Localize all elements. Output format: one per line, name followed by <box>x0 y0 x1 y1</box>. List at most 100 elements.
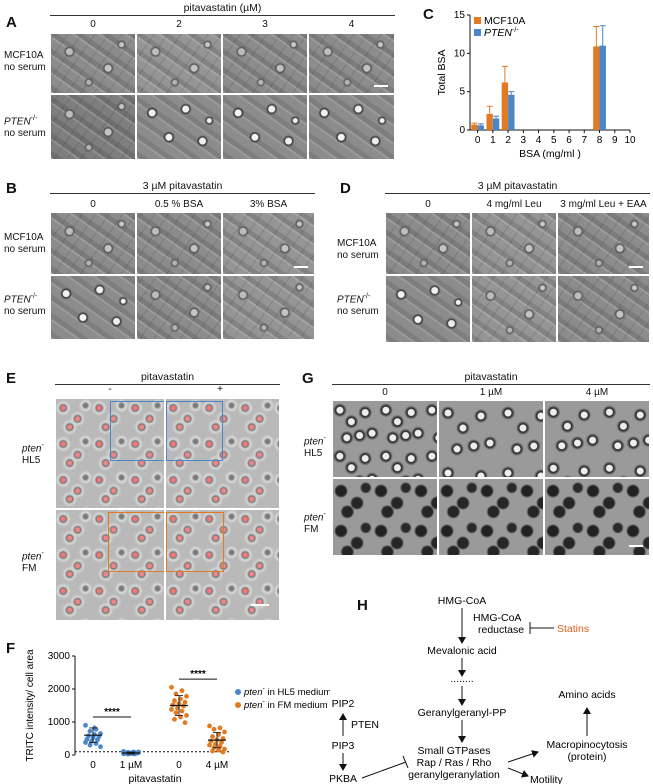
f-data-point <box>184 693 189 699</box>
scale-bar <box>629 545 643 547</box>
c-y-tick-label: 10 <box>454 48 466 59</box>
f-data-point <box>83 722 88 728</box>
panel-a-row2-label: PTEN-/- no serum <box>4 113 46 140</box>
panel-g-row1-sup: - <box>323 435 326 442</box>
f-legend-label: pten- in HL5 medium <box>243 686 330 698</box>
f-data-point <box>210 748 215 754</box>
c-x-tick-label: 4 <box>536 135 542 146</box>
panel-b-row2-gene: PTEN <box>4 294 31 306</box>
c-y-tick-label: 15 <box>454 10 466 21</box>
panel-b-label: B <box>6 180 17 197</box>
node-statins: Statins <box>557 623 589 635</box>
c-legend-label-pten: PTEN-/- <box>484 27 519 39</box>
f-data-point <box>179 688 185 694</box>
node-pip2: PIP2 <box>332 698 355 710</box>
scale-bar <box>251 604 269 606</box>
f-legend-gene: pten <box>243 700 263 711</box>
f-data-point <box>210 734 215 739</box>
c-legend-swatch-pten <box>474 29 481 36</box>
panel-e-inset-orange-2 <box>166 512 224 572</box>
panel-d-image-r2c1 <box>385 275 471 343</box>
f-legend-gene: pten <box>243 687 263 698</box>
panel-e-row1-label: pten- HL5 <box>22 440 44 467</box>
f-data-point <box>172 716 177 722</box>
panel-e-row1-sup: - <box>41 442 44 449</box>
f-legend-dot <box>235 702 241 708</box>
panel-a-row2-gene: PTEN <box>4 116 31 128</box>
panel-d-rule <box>385 193 650 194</box>
panel-g-rule <box>332 384 650 385</box>
f-data-point <box>169 707 174 712</box>
panel-a-col-0: 0 <box>90 19 96 30</box>
f-legend-sup: - <box>263 686 266 693</box>
panel-d-col-2: 3 mg/ml Leu + EAA <box>560 199 647 210</box>
inhibit-pkba-gtpases-bar <box>402 755 409 769</box>
panel-e-col-minus: - <box>108 384 112 395</box>
f-data-point <box>219 740 224 745</box>
scale-bar <box>294 266 308 268</box>
f-legend-sup: - <box>263 699 266 706</box>
c-legend-swatch-mcf10a <box>474 17 481 24</box>
f-legend-dot <box>235 689 241 695</box>
panel-b-col-0: 0 <box>90 199 96 210</box>
panel-a-col-3: 4 <box>348 19 355 30</box>
panel-b-rule <box>50 193 315 194</box>
f-data-point <box>173 710 179 716</box>
panel-e-row2-line2: FM <box>22 563 37 575</box>
scale-bar <box>629 266 643 268</box>
f-legend-rest: in FM medium <box>265 700 328 711</box>
f-data-point <box>178 714 183 720</box>
f-data-point <box>216 747 221 753</box>
panel-d-label: D <box>340 180 351 197</box>
c-legend-sup: -/- <box>512 27 519 34</box>
c-x-tick-label: 2 <box>505 135 511 146</box>
panel-e-inset-blue <box>110 401 164 461</box>
panel-e-row2-label: pten- FM <box>22 548 44 575</box>
panel-d-image-r1c1 <box>385 212 471 275</box>
c-x-tick-label: 9 <box>612 135 618 146</box>
f-data-point <box>211 726 217 732</box>
f-data-point <box>222 729 227 735</box>
panel-e-col-plus: + <box>217 384 223 395</box>
f-y-tick-label: 1000 <box>48 717 71 728</box>
node-pten: PTEN <box>351 719 379 731</box>
c-bar <box>593 46 600 130</box>
node-mevalonic-acid: Mevalonic acid <box>427 645 497 657</box>
arrow-gtpases-to-motility <box>507 767 529 778</box>
c-x-tick-label: 0 <box>475 135 481 146</box>
panel-e-image-r2c1 <box>55 509 165 621</box>
c-x-tick-label: 7 <box>582 135 588 146</box>
panel-g-row2-gene: pten <box>304 512 324 524</box>
panel-b-image-r1c1 <box>50 212 136 275</box>
inhibit-pkba-gtpases <box>361 761 407 779</box>
panel-a-row1-label: MCF10A no serum <box>4 50 46 74</box>
panel-b-row1-line1: MCF10A <box>4 232 44 243</box>
f-data-point <box>87 742 93 748</box>
panel-a-row1-line1: MCF10A <box>4 50 44 61</box>
f-data-point <box>207 723 212 729</box>
panel-e-row2-gene: pten <box>22 551 42 563</box>
panel-e-inset-orange <box>108 512 164 572</box>
f-data-point <box>173 691 179 697</box>
panel-b-row1-label: MCF10A no serum <box>4 232 46 256</box>
panel-d-image-r1c2 <box>471 212 557 275</box>
node-reductase-1: HMG-CoA <box>473 612 521 624</box>
node-hmg-coa: HMG-CoA <box>438 595 486 607</box>
c-bar <box>486 113 493 130</box>
panel-b-row2-line2: no serum <box>4 306 46 318</box>
panel-g-row2-label: pten- FM <box>304 509 326 536</box>
panel-g-title: pitavastatin <box>464 371 518 383</box>
panel-b-col-1: 0.5 % BSA <box>154 199 204 210</box>
panel-b-image-r2c3 <box>222 275 315 340</box>
f-data-point <box>217 725 223 731</box>
c-x-tick-label: 8 <box>597 135 603 146</box>
panel-g-col-0: 0 <box>382 387 388 398</box>
panel-e-title: pitavastatin <box>140 371 195 383</box>
f-data-point <box>87 728 93 734</box>
node-geranylgeranylation: geranylgeranylation <box>408 769 500 781</box>
c-x-tick-label: 6 <box>566 135 572 146</box>
c-y-tick-label: 0 <box>459 125 465 136</box>
c-x-tick-label: 5 <box>551 135 557 146</box>
f-y-tick-label: 3000 <box>48 651 71 662</box>
f-data-point <box>83 740 88 745</box>
